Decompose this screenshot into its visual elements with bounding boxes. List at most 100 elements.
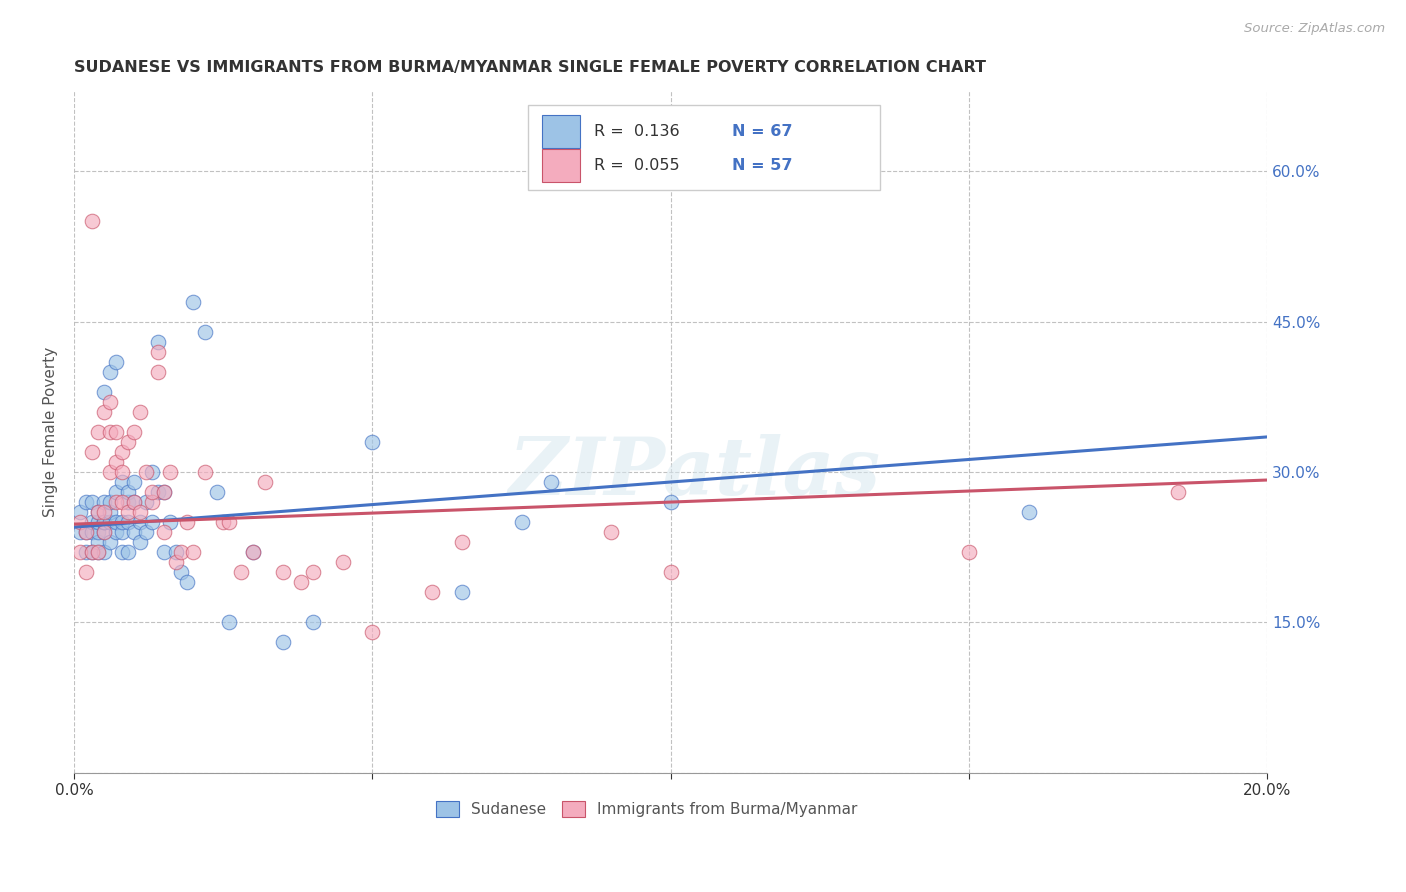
Point	[93, 495, 115, 509]
Point	[111, 445, 134, 459]
Point	[510, 515, 533, 529]
Point	[93, 405, 115, 419]
Point	[75, 545, 97, 559]
Point	[141, 465, 163, 479]
Point	[98, 515, 121, 529]
Point	[146, 485, 169, 500]
Point	[69, 515, 91, 529]
Point	[194, 325, 217, 339]
Point	[87, 545, 110, 559]
Point	[152, 525, 174, 540]
Point	[80, 445, 103, 459]
Point	[87, 525, 110, 540]
Point	[242, 545, 264, 559]
Point	[104, 495, 127, 509]
Point	[231, 566, 253, 580]
Point	[122, 425, 145, 439]
Point	[271, 566, 294, 580]
Point	[135, 465, 157, 479]
Point	[111, 475, 134, 489]
Point	[301, 615, 323, 630]
Point	[170, 545, 193, 559]
Point	[104, 355, 127, 369]
FancyBboxPatch shape	[527, 104, 880, 190]
Point	[183, 545, 205, 559]
Point	[271, 635, 294, 649]
Point	[146, 365, 169, 379]
Point	[87, 545, 110, 559]
Point	[540, 475, 562, 489]
Point	[152, 485, 174, 500]
Point	[141, 485, 163, 500]
Point	[146, 334, 169, 349]
Text: SUDANESE VS IMMIGRANTS FROM BURMA/MYANMAR SINGLE FEMALE POVERTY CORRELATION CHAR: SUDANESE VS IMMIGRANTS FROM BURMA/MYANMA…	[75, 60, 986, 75]
Text: ZIPatlas: ZIPatlas	[509, 434, 880, 511]
Point	[93, 384, 115, 399]
Point	[87, 425, 110, 439]
Point	[117, 515, 139, 529]
Point	[93, 545, 115, 559]
Point	[104, 515, 127, 529]
Point	[98, 465, 121, 479]
Text: R =  0.136: R = 0.136	[595, 124, 681, 139]
Text: N = 57: N = 57	[731, 158, 792, 173]
Point	[93, 515, 115, 529]
Point	[659, 495, 682, 509]
Point	[253, 475, 276, 489]
Point	[87, 515, 110, 529]
Point	[152, 545, 174, 559]
Point	[128, 535, 150, 549]
Point	[104, 525, 127, 540]
Point	[218, 515, 240, 529]
Point	[93, 525, 115, 540]
Point	[165, 545, 187, 559]
Point	[80, 545, 103, 559]
Point	[117, 545, 139, 559]
Y-axis label: Single Female Poverty: Single Female Poverty	[44, 347, 58, 517]
Point	[98, 365, 121, 379]
FancyBboxPatch shape	[541, 149, 581, 182]
Point	[165, 555, 187, 569]
Point	[183, 294, 205, 309]
Point	[290, 575, 312, 590]
Point	[87, 505, 110, 519]
Text: N = 67: N = 67	[731, 124, 792, 139]
Point	[87, 505, 110, 519]
Point	[135, 495, 157, 509]
Point	[659, 566, 682, 580]
Point	[146, 344, 169, 359]
Point	[80, 545, 103, 559]
Point	[80, 525, 103, 540]
Point	[218, 615, 240, 630]
Point	[361, 625, 384, 640]
Point	[1167, 485, 1189, 500]
Point	[122, 525, 145, 540]
Point	[80, 495, 103, 509]
Point	[600, 525, 623, 540]
Point	[420, 585, 443, 599]
Point	[98, 495, 121, 509]
Point	[111, 465, 134, 479]
Point	[75, 566, 97, 580]
Point	[242, 545, 264, 559]
Point	[98, 505, 121, 519]
Point	[176, 515, 198, 529]
Point	[159, 515, 181, 529]
Point	[170, 566, 193, 580]
Point	[122, 495, 145, 509]
Point	[128, 515, 150, 529]
Point	[75, 525, 97, 540]
Point	[98, 394, 121, 409]
Point	[332, 555, 354, 569]
Legend: Sudanese, Immigrants from Burma/Myanmar: Sudanese, Immigrants from Burma/Myanmar	[430, 795, 863, 823]
Point	[1018, 505, 1040, 519]
Point	[93, 515, 115, 529]
Point	[159, 465, 181, 479]
Point	[111, 515, 134, 529]
Point	[93, 525, 115, 540]
Point	[128, 505, 150, 519]
Point	[451, 535, 474, 549]
Point	[957, 545, 980, 559]
Point	[104, 425, 127, 439]
Point	[98, 425, 121, 439]
